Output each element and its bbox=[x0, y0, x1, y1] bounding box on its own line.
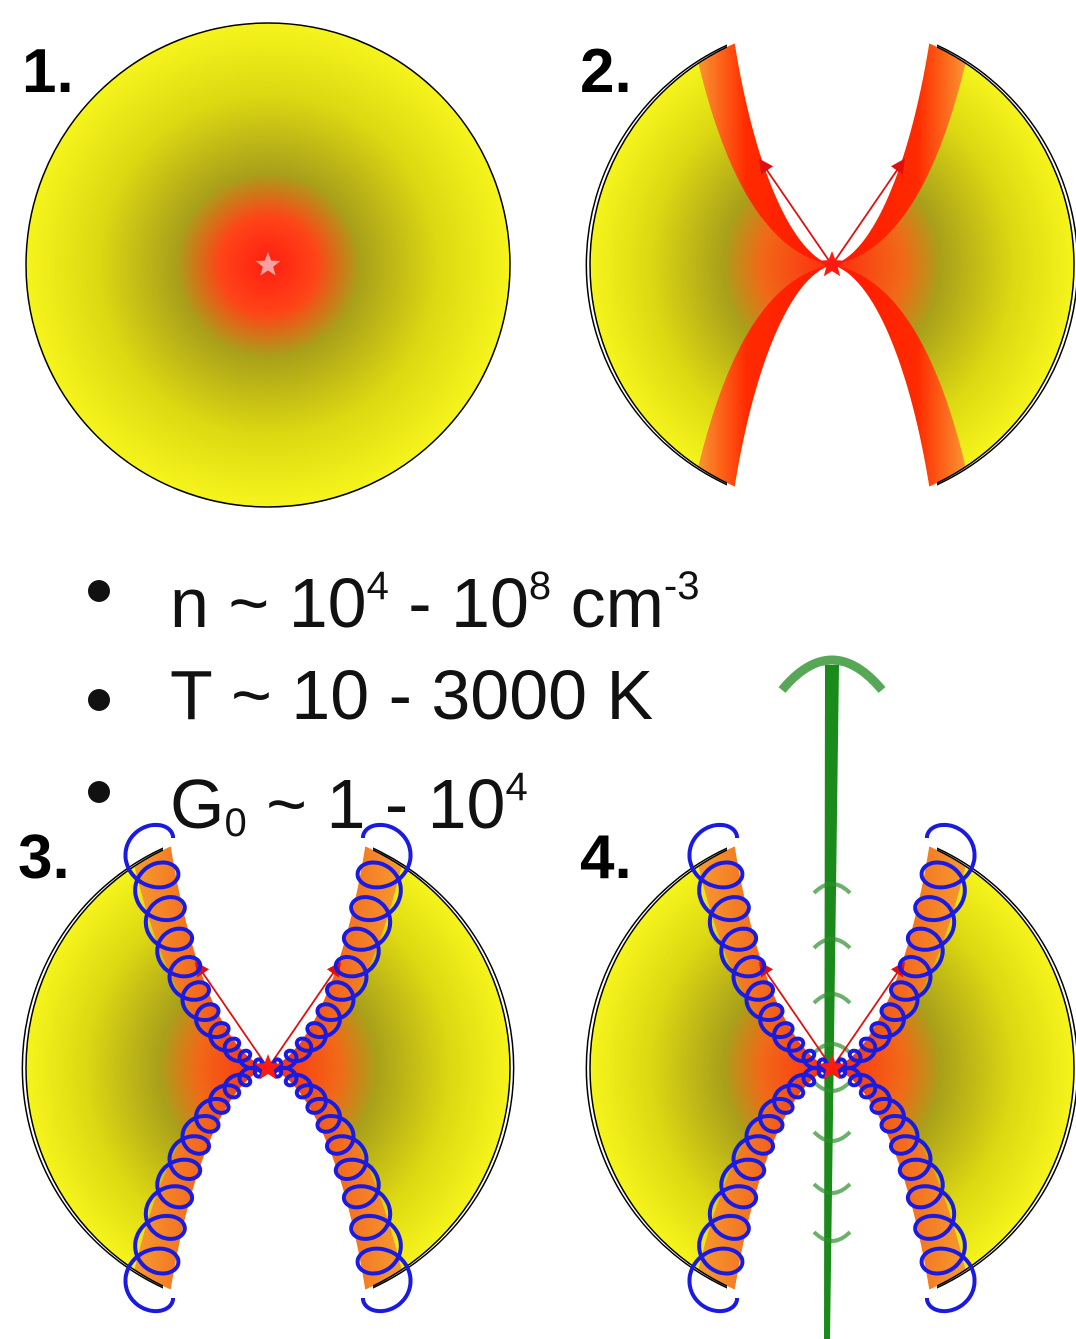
panel-label: 1. bbox=[22, 37, 74, 106]
subscript: 0 bbox=[224, 801, 246, 845]
superscript: 4 bbox=[505, 765, 527, 809]
text: - 10 bbox=[389, 564, 529, 642]
page: 1.2.3.4. n ~ 104 - 108 cm-3 T ~ 10 - 300… bbox=[0, 0, 1076, 1339]
panel-label: 2. bbox=[580, 37, 632, 106]
bullet: n ~ 104 - 108 cm-3 bbox=[88, 540, 700, 649]
bullet-list: n ~ 104 - 108 cm-3 T ~ 10 - 3000 K G0 ~ … bbox=[88, 540, 700, 869]
text: cm bbox=[551, 564, 664, 642]
superscript: 8 bbox=[529, 564, 551, 608]
text: T ~ 10 - 3000 K bbox=[170, 656, 653, 734]
cut-mask bbox=[582, 487, 1076, 525]
bullet: G0 ~ 1 - 104 bbox=[88, 741, 700, 869]
cut-mask bbox=[18, 1290, 518, 1328]
panel-label: 3. bbox=[18, 823, 70, 892]
bullet: T ~ 10 - 3000 K bbox=[88, 649, 700, 741]
text: ~ 1 - 10 bbox=[247, 765, 506, 843]
text: n ~ 10 bbox=[170, 564, 367, 642]
text: G bbox=[170, 765, 224, 843]
superscript: 4 bbox=[367, 564, 389, 608]
superscript: -3 bbox=[664, 564, 700, 608]
cut-mask bbox=[582, 5, 1076, 43]
